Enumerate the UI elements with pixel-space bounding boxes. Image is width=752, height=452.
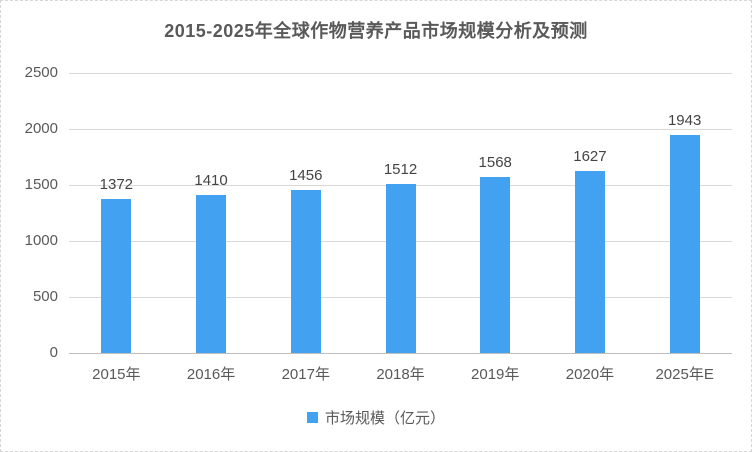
- x-axis-category-label: 2015年: [92, 366, 141, 383]
- y-axis-tick-label: 2000: [24, 120, 58, 137]
- bar-value-label: 1943: [667, 112, 702, 130]
- bar: [480, 177, 511, 353]
- y-axis-tick-label: 2500: [24, 64, 58, 81]
- bar: [385, 183, 416, 353]
- gridline: [69, 73, 732, 74]
- bar-value-label: 1627: [573, 147, 607, 165]
- x-axis-category-label: 2017年: [281, 366, 330, 383]
- legend-swatch-icon: [306, 412, 318, 423]
- bar: [574, 170, 605, 353]
- bar-value-label: 1456: [289, 166, 323, 184]
- plot-area: 1372 1410 1456 1512 1568 1627 1943: [69, 73, 732, 354]
- x-axis-category-label: 2018年: [376, 366, 425, 383]
- chart-title: 2015-2025年全球作物营养产品市场规模分析及预测: [164, 21, 588, 41]
- legend: 市场规模（亿元）: [1, 407, 751, 428]
- bar: [196, 195, 227, 353]
- gridline: [69, 129, 732, 130]
- bar-value-label: 1410: [194, 172, 228, 190]
- legend-label: 市场规模（亿元）: [324, 410, 445, 427]
- gridline: [69, 353, 732, 354]
- x-axis-category-label: 2020年: [565, 366, 615, 383]
- y-axis-tick-label: 1500: [24, 176, 58, 193]
- y-axis-tick-label: 500: [32, 288, 58, 305]
- y-axis-tick-label: 0: [49, 344, 58, 361]
- bar-value-label: 1512: [383, 160, 418, 178]
- x-axis-category-label: 2016年: [186, 366, 236, 383]
- bar: [290, 189, 321, 353]
- bar-value-label: 1372: [99, 176, 134, 194]
- x-axis-category-label: 2025年E: [655, 366, 714, 383]
- x-axis-category-label: 2019年: [471, 366, 520, 383]
- bar: [101, 199, 132, 353]
- bar: [669, 135, 700, 353]
- bar-value-label: 1568: [478, 154, 512, 172]
- y-axis-tick-label: 1000: [24, 232, 58, 249]
